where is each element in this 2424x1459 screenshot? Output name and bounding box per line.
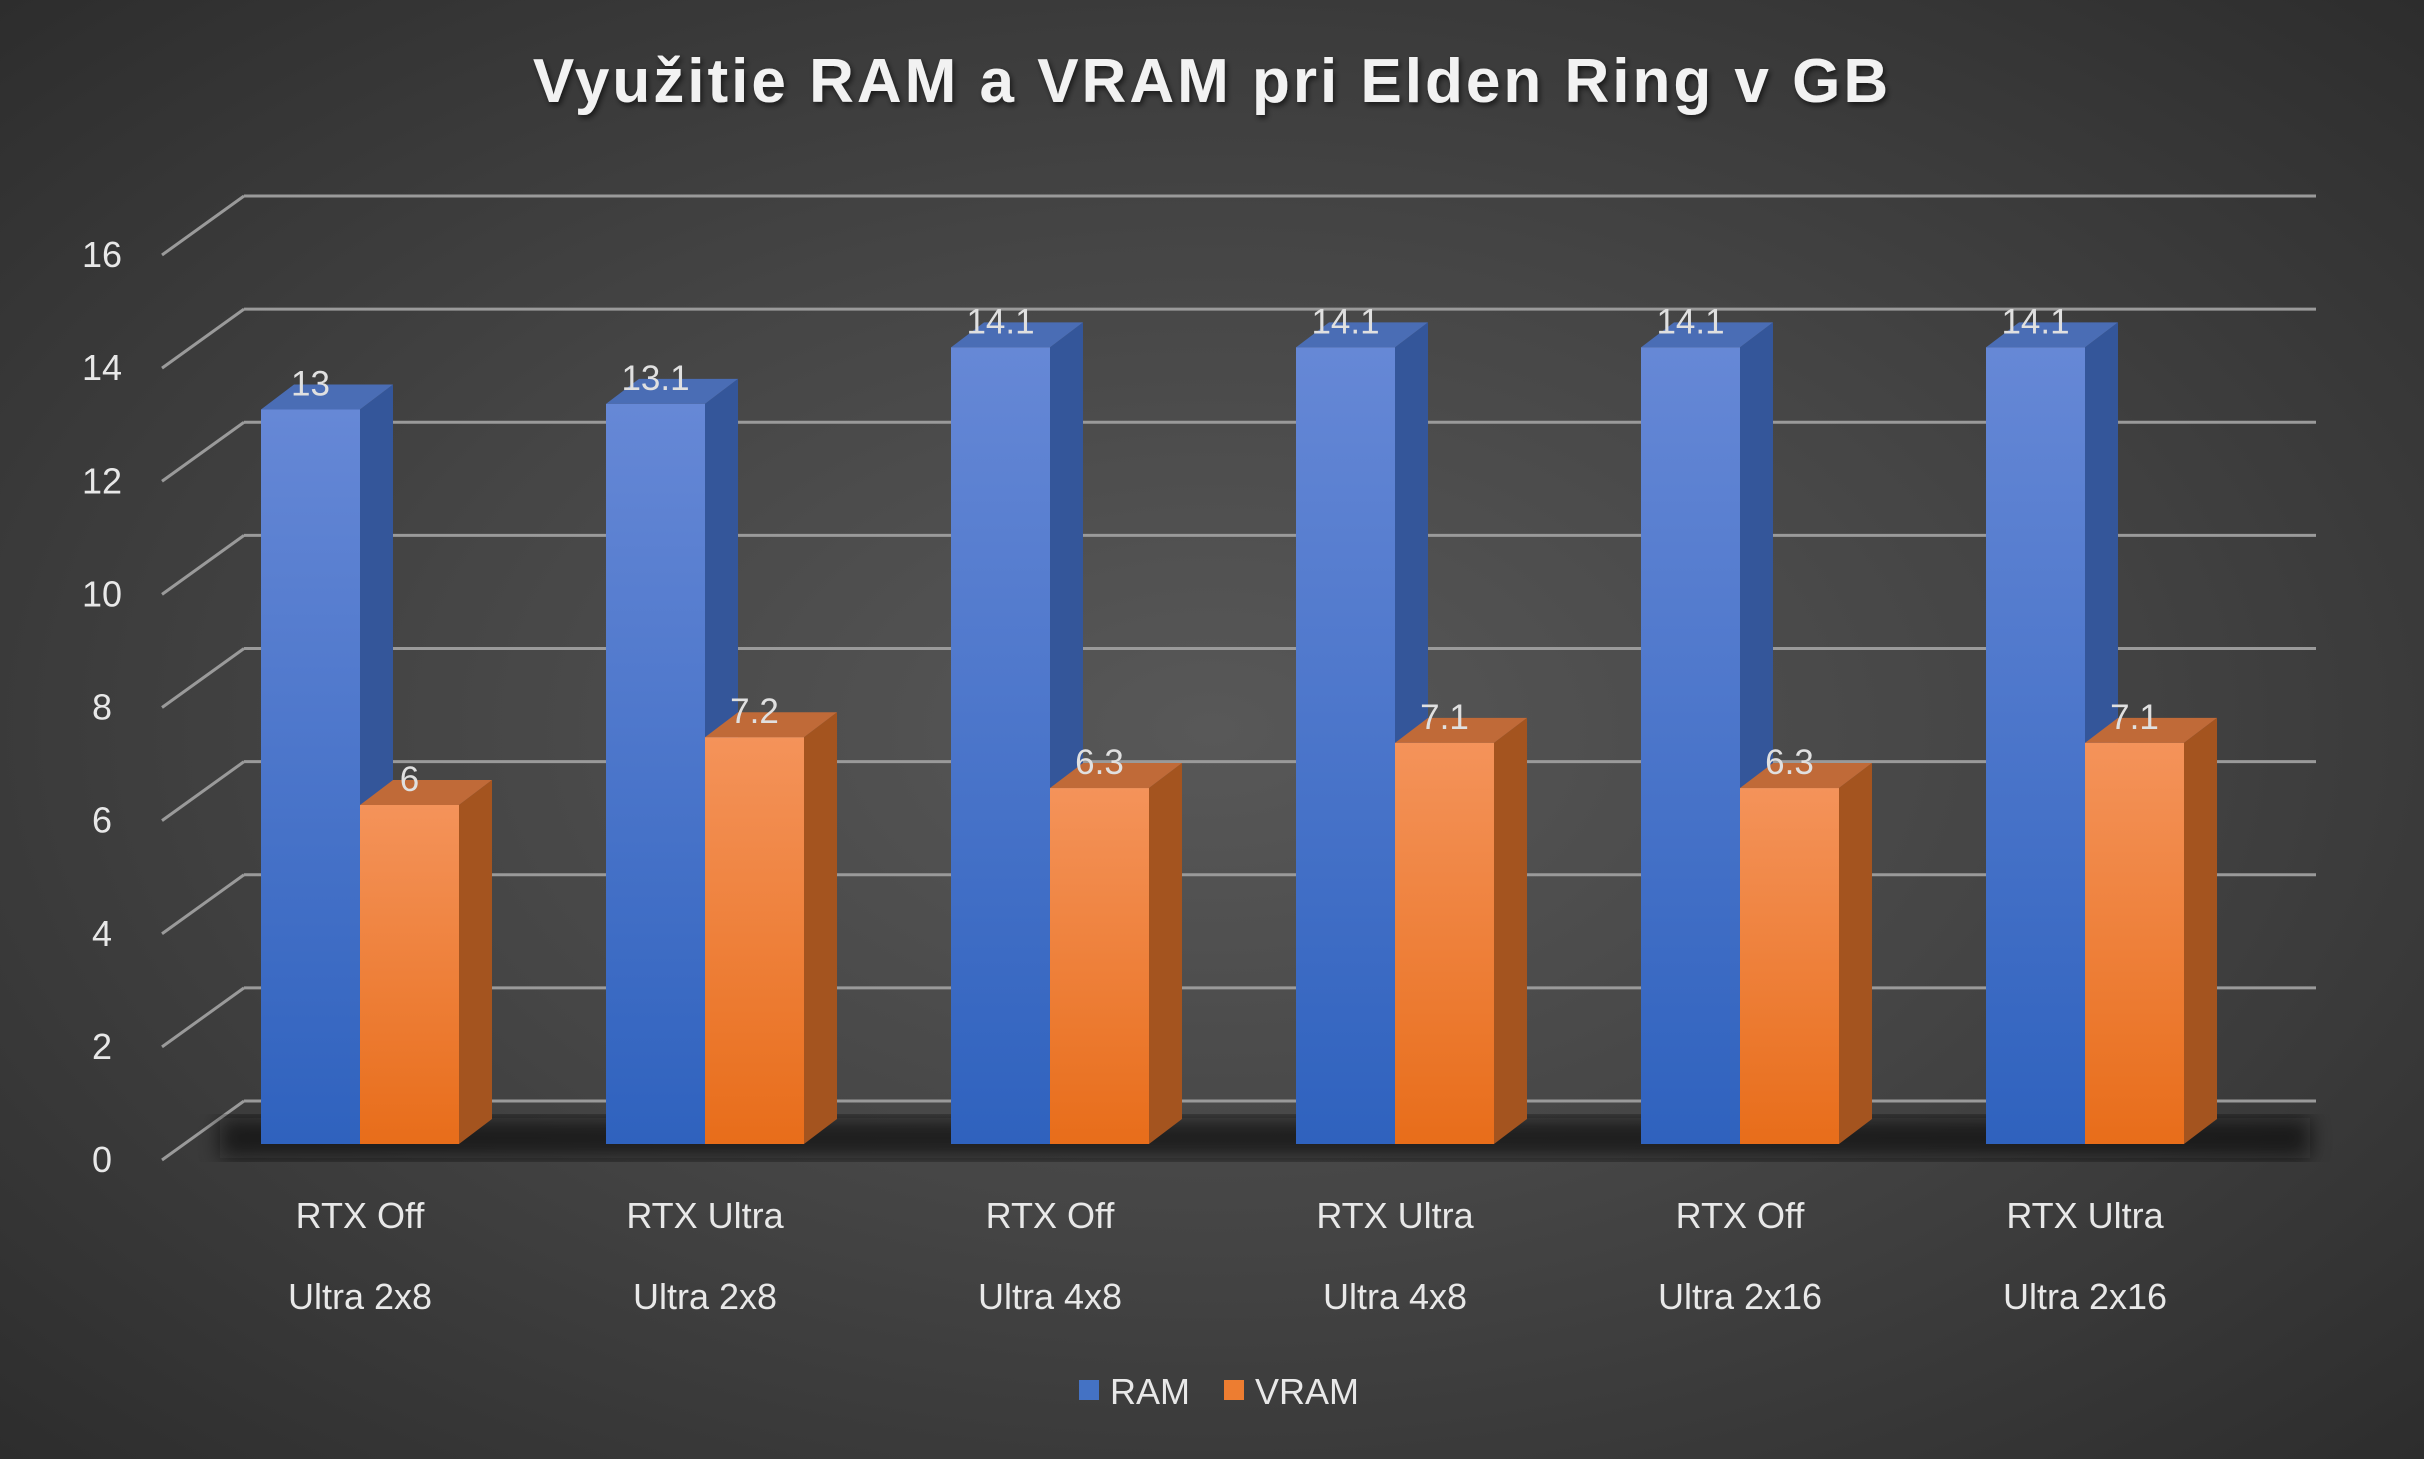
y-tick-label: 12 <box>82 460 122 501</box>
y-tick-label: 8 <box>92 687 112 728</box>
bar-top <box>705 712 837 738</box>
data-label: 14.1 <box>1656 302 1724 341</box>
category-label-line2: Ultra 2x16 <box>1658 1276 1822 1317</box>
bar-front <box>1050 788 1149 1144</box>
bar-side <box>2184 717 2217 1144</box>
bar-vram: 6.3 <box>1740 743 1872 1144</box>
bar-front <box>951 347 1050 1145</box>
category-label-line2: Ultra 2x8 <box>633 1276 777 1317</box>
legend-swatch-vram <box>1224 1380 1244 1400</box>
y-tick-label: 16 <box>82 234 122 275</box>
data-label: 6.3 <box>1765 743 1814 782</box>
gridline-diagonal <box>161 986 245 1049</box>
bar-ram: 13 <box>261 365 393 1144</box>
data-label: 6 <box>400 760 419 799</box>
bar-vram: 7.2 <box>705 692 837 1144</box>
bar-vram: 6 <box>360 760 492 1144</box>
y-tick-label: 0 <box>92 1139 112 1180</box>
data-label: 13.1 <box>621 359 689 398</box>
category-label-line2: Ultra 2x8 <box>288 1276 432 1317</box>
bar-front <box>606 403 705 1145</box>
category-label-line1: RTX Off <box>986 1195 1116 1236</box>
floor-shadow <box>220 1118 2310 1158</box>
data-label: 7.1 <box>1420 698 1469 737</box>
bar-top <box>1395 717 1527 743</box>
bar-top <box>1296 322 1428 348</box>
y-axis-ticks: 0 2 4 6 8 10 12 14 16 <box>82 234 122 1180</box>
data-label: 14.1 <box>966 302 1034 341</box>
bar-side <box>459 780 492 1144</box>
bar-front <box>360 805 459 1144</box>
legend-label-vram: VRAM <box>1255 1371 1359 1412</box>
bar-vram: 6.3 <box>1050 743 1182 1144</box>
bar-vram: 7.1 <box>2085 698 2217 1144</box>
category-label-line2: Ultra 2x16 <box>2003 1276 2167 1317</box>
gridline-diagonal <box>161 421 245 483</box>
gridlines <box>161 194 2316 1162</box>
gridline-diagonal <box>161 873 245 935</box>
data-label: 7.2 <box>730 692 779 731</box>
legend-label-ram: RAM <box>1110 1371 1190 1412</box>
bar-front <box>2085 742 2184 1144</box>
gridline-diagonal <box>161 534 245 596</box>
y-tick-label: 2 <box>92 1026 112 1067</box>
category-label-line1: RTX Off <box>1676 1195 1806 1236</box>
bar-top <box>1050 763 1182 789</box>
bar-top <box>1740 763 1872 789</box>
bar-front <box>261 409 360 1144</box>
bar-top <box>951 322 1083 348</box>
floor-shadow-strip <box>220 1118 2310 1158</box>
bar-top <box>606 378 738 404</box>
bars: 13 6 13.1 7.2 14.1 6.3 14.1 7.1 14.1 6.3 14.1 7.1 <box>261 302 2217 1145</box>
legend: RAM VRAM <box>1079 1371 1359 1412</box>
legend-swatch-ram <box>1079 1380 1099 1400</box>
bar-top <box>360 780 492 805</box>
category-label-line2: Ultra 4x8 <box>1323 1276 1467 1317</box>
y-tick-label: 10 <box>82 573 122 614</box>
data-label: 14.1 <box>1311 302 1379 341</box>
x-axis-categories: RTX Off Ultra 2x8 RTX Ultra Ultra 2x8 RTX Of… <box>288 1195 2167 1317</box>
gridline-diagonal <box>161 647 245 709</box>
category-label-line1: RTX Ultra <box>1316 1195 1474 1236</box>
data-label: 14.1 <box>2001 302 2069 341</box>
bar-top <box>1641 322 1773 348</box>
bar-side <box>1494 717 1527 1144</box>
bar-front <box>1641 347 1740 1145</box>
data-label: 7.1 <box>2110 698 2159 737</box>
gridline-diagonal <box>161 307 245 370</box>
y-tick-label: 6 <box>92 800 112 841</box>
y-tick-label: 4 <box>92 913 112 954</box>
bar-top <box>2085 717 2217 743</box>
category-label-line1: RTX Off <box>296 1195 426 1236</box>
bar-front <box>1296 347 1395 1145</box>
category-label-line1: RTX Ultra <box>2006 1195 2164 1236</box>
bar-top <box>261 384 393 410</box>
bar-front <box>705 737 804 1144</box>
category-label-line1: RTX Ultra <box>626 1195 784 1236</box>
data-label: 13 <box>291 365 330 404</box>
gridline-diagonal <box>161 760 245 822</box>
chart-title: Využitie RAM a VRAM pri Elden Ring v GB <box>533 47 1891 116</box>
bar-side <box>804 712 837 1144</box>
category-label-line2: Ultra 4x8 <box>978 1276 1122 1317</box>
bar-top <box>1986 322 2118 348</box>
data-label: 6.3 <box>1075 743 1124 782</box>
bar-side <box>1149 763 1182 1144</box>
bar-front <box>1740 788 1839 1144</box>
bar-front <box>1986 347 2085 1145</box>
bar-side <box>1839 763 1872 1144</box>
y-tick-label: 14 <box>82 347 122 388</box>
gridline-diagonal <box>161 1099 245 1162</box>
gridline-diagonal <box>161 194 245 257</box>
bar-vram: 7.1 <box>1395 698 1527 1144</box>
bar-front <box>1395 742 1494 1144</box>
